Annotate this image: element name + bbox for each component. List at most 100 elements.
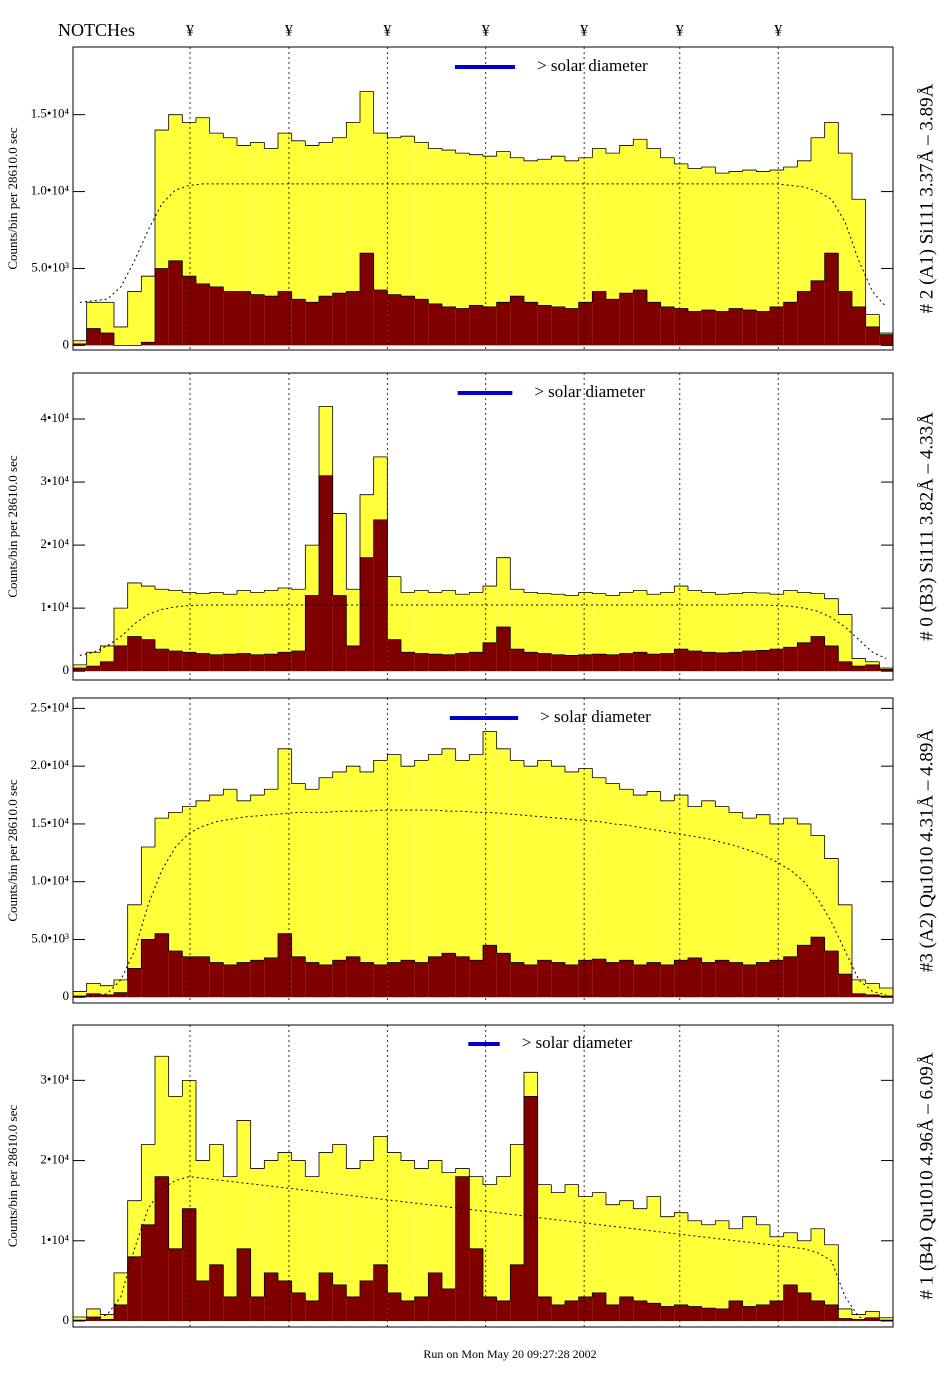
bar: [264, 590, 278, 672]
bar-outline: [837, 951, 852, 975]
bar-outline: [455, 150, 470, 154]
bar-outline: [441, 952, 456, 957]
bar-outline: [673, 794, 688, 801]
bar-outline: [496, 945, 511, 954]
bar-outline: [837, 122, 852, 154]
bar-outline: [851, 153, 866, 200]
bar-outline: [263, 957, 278, 961]
bar: [428, 1272, 442, 1321]
bar: [428, 654, 442, 672]
bar: [701, 166, 716, 346]
y-tick-label: 0: [63, 1312, 70, 1327]
bar: [264, 789, 278, 998]
bar-outline: [687, 163, 702, 169]
bar-outline: [509, 1144, 524, 1177]
bar: [578, 1196, 593, 1321]
bar-outline: [209, 956, 224, 963]
bar: [633, 1208, 647, 1321]
bar: [414, 299, 429, 346]
bar-outline: [728, 651, 743, 653]
bar-outline: [455, 953, 470, 958]
bar: [701, 1224, 716, 1321]
bar: [483, 731, 497, 998]
bar-outline: [646, 791, 661, 796]
bar-outline: [400, 1292, 415, 1302]
bar: [688, 957, 702, 998]
bar-outline: [701, 800, 716, 807]
bar-outline: [291, 1280, 306, 1294]
bar: [127, 291, 142, 346]
bar: [756, 311, 770, 346]
bar: [879, 334, 893, 346]
bar-outline: [550, 593, 565, 595]
bar-outline: [755, 814, 770, 819]
bar: [688, 1306, 702, 1321]
bar-outline: [140, 1224, 155, 1257]
bar: [209, 286, 224, 346]
bar: [647, 594, 661, 672]
bar-outline: [687, 308, 702, 312]
bar: [770, 1236, 784, 1321]
bar-outline: [865, 658, 880, 663]
bar-outline: [714, 310, 729, 312]
bar-outline: [455, 590, 470, 595]
bar-outline: [660, 148, 675, 159]
bar-outline: [537, 592, 552, 595]
bar-outline: [154, 817, 169, 848]
bar: [660, 592, 675, 672]
bar: [742, 964, 757, 998]
bar-outline: [181, 806, 196, 813]
bar: [155, 649, 169, 672]
bar-outline: [113, 333, 128, 346]
bar-outline: [140, 846, 155, 905]
bar: [319, 475, 333, 672]
bar: [838, 291, 852, 346]
bar-outline: [168, 114, 183, 131]
bar-outline: [755, 962, 770, 965]
bar: [182, 1208, 196, 1321]
bar-outline: [304, 1160, 319, 1177]
bar-outline: [386, 290, 401, 296]
bar-outline: [113, 979, 128, 986]
bar-outline: [236, 789, 251, 802]
bar: [838, 974, 852, 998]
bar-outline: [714, 959, 729, 963]
bar-outline: [564, 1300, 579, 1305]
bar-outline: [113, 607, 128, 646]
bar: [742, 818, 757, 998]
bar: [633, 590, 647, 672]
bar-outline: [400, 959, 415, 963]
bar: [797, 945, 811, 998]
bar-outline: [250, 1120, 265, 1169]
bar-outline: [509, 627, 524, 650]
bar-outline: [86, 328, 101, 344]
bar: [141, 342, 155, 346]
bar-outline: [318, 295, 333, 303]
bar: [688, 311, 702, 346]
bar-outline: [250, 291, 265, 296]
bar-outline: [140, 1144, 155, 1201]
bar-outline: [304, 544, 319, 590]
bar-outline: [687, 795, 702, 807]
bar-outline: [482, 585, 497, 593]
bar-outline: [509, 295, 524, 303]
bar-outline: [195, 1208, 210, 1282]
bar-outline: [755, 592, 770, 594]
bar: [592, 654, 606, 672]
bar-outline: [578, 768, 593, 772]
bar: [387, 962, 401, 998]
bar-outline: [605, 593, 620, 596]
bar: [619, 1296, 634, 1321]
bar-outline: [414, 652, 429, 654]
bar-outline: [509, 748, 524, 761]
bar-outline: [113, 645, 128, 662]
bar: [414, 653, 429, 672]
bar: [660, 800, 675, 998]
bar: [305, 962, 319, 998]
bar-outline: [414, 296, 429, 300]
bar-outline: [250, 1248, 265, 1298]
bar-outline: [605, 654, 620, 656]
bar: [346, 956, 360, 998]
bar-outline: [578, 654, 593, 656]
bar-outline: [222, 962, 237, 966]
